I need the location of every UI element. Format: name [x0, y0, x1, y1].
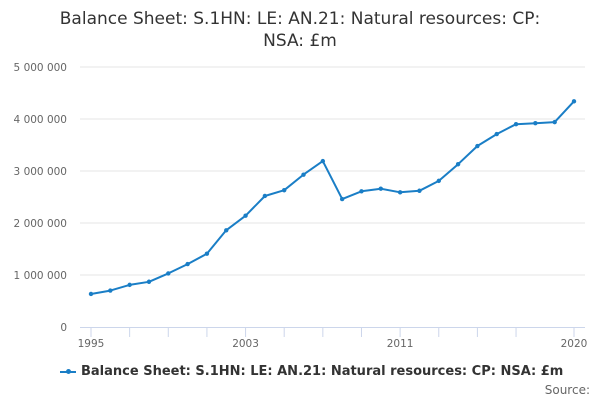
- data-point: [301, 172, 306, 177]
- x-tick-label: 1995: [78, 338, 105, 350]
- x-tick-label: 2011: [387, 338, 414, 350]
- data-point: [282, 188, 287, 193]
- data-point: [359, 189, 364, 194]
- data-point: [513, 122, 519, 127]
- data-point: [494, 131, 499, 137]
- data-point: [455, 162, 461, 167]
- data-point: [88, 291, 94, 297]
- data-point: [166, 271, 171, 276]
- data-point: [243, 213, 248, 218]
- y-tick-label: 0: [60, 322, 67, 334]
- x-tick-label: 2020: [561, 338, 588, 350]
- chart-title: Balance Sheet: S.1HN: LE: AN.21: Natural…: [59, 9, 541, 51]
- data-point: [397, 190, 403, 195]
- y-tick-label: 5 000 000: [14, 62, 67, 74]
- data-point: [185, 261, 190, 267]
- data-point: [204, 251, 210, 256]
- data-point: [146, 279, 152, 284]
- source-label: Source:: [544, 383, 590, 397]
- data-point: [533, 120, 538, 126]
- series-line: [90, 100, 575, 295]
- y-tick-label: 3 000 000: [14, 166, 67, 178]
- data-point: [436, 178, 441, 184]
- data-point: [475, 143, 480, 149]
- data-point: [262, 193, 268, 199]
- legend-item[interactable]: Balance Sheet: S.1HN: LE: AN.21: Natural…: [60, 364, 563, 379]
- y-tick-label: 2 000 000: [14, 218, 67, 230]
- data-point: [108, 288, 113, 293]
- data-point: [320, 158, 326, 164]
- y-tick-label: 1 000 000: [14, 270, 67, 282]
- legend-line-icon: [60, 369, 76, 374]
- legend-label: Balance Sheet: S.1HN: LE: AN.21: Natural…: [81, 364, 564, 379]
- data-point: [571, 99, 577, 104]
- data-point: [224, 228, 229, 233]
- data-point: [417, 188, 422, 193]
- data-point: [127, 282, 132, 288]
- data-point: [378, 186, 383, 191]
- data-point: [552, 119, 557, 125]
- data-point: [339, 196, 345, 202]
- x-tick-label: 2003: [232, 338, 259, 350]
- y-tick-label: 4 000 000: [14, 114, 67, 126]
